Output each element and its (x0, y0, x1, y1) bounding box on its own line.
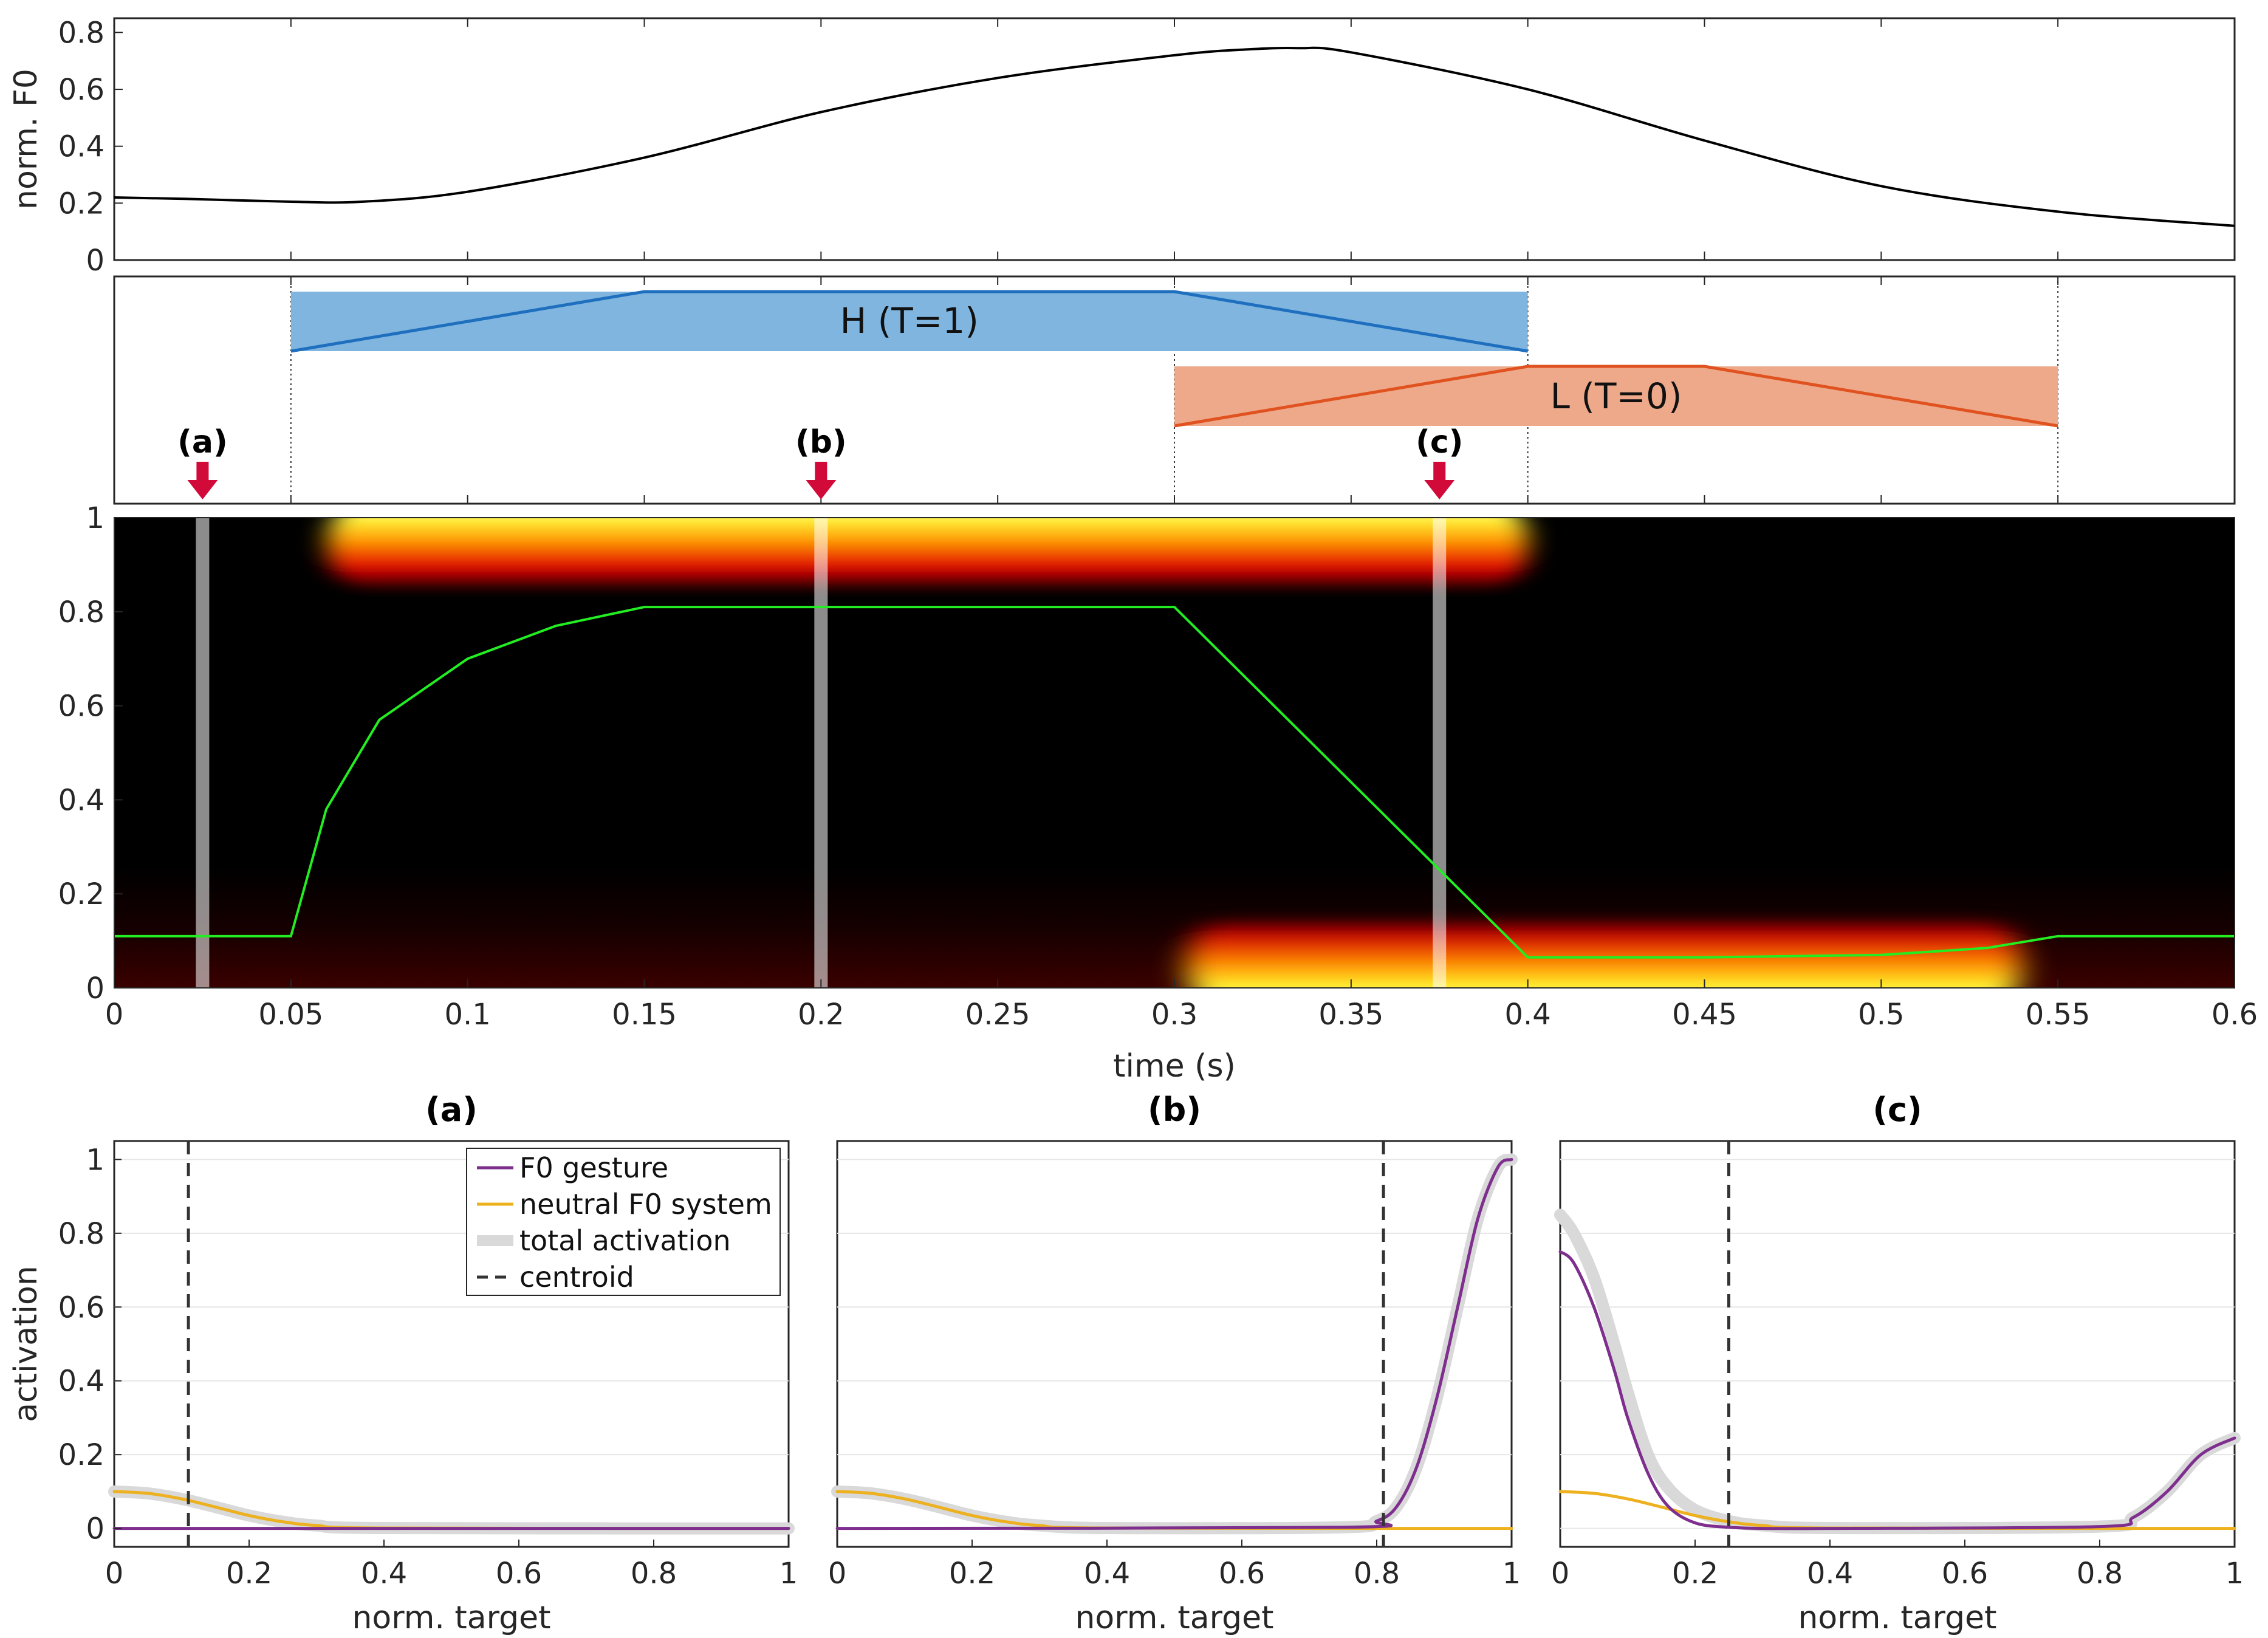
slice-xtick-label: 0.6 (1942, 1557, 1988, 1591)
heat-xtick-label: 0.5 (1858, 998, 1904, 1032)
heat-xtick-label: 0.1 (444, 998, 490, 1032)
f0-gesture-line (835, 1157, 1513, 1530)
slice-xtick-label: 0.8 (2077, 1557, 2123, 1591)
heat-xtick-label: 0.15 (612, 998, 677, 1032)
h-activation-blob (327, 518, 1528, 591)
slice-ytick-label: 0.6 (58, 1290, 104, 1324)
heat-xtick-label: 0.4 (1504, 998, 1550, 1032)
slice-xtick-label: 0.2 (949, 1557, 995, 1591)
slice-xtick-label: 0.2 (226, 1557, 272, 1591)
slice-ytick-label: 0.4 (58, 1365, 104, 1399)
slice-b-panel: (b) 0 0.2 0.4 0.6 0.8 1 norm. target (828, 1091, 1521, 1636)
heat-ytick-label: 0.8 (58, 595, 104, 629)
time-slice-b (814, 518, 828, 988)
legend-label-f0-gesture: F0 gesture (519, 1151, 668, 1184)
heatmap-image (114, 518, 2235, 988)
marker-c-arrow-icon (1424, 462, 1455, 499)
legend-label-neutral: neutral F0 system (519, 1188, 772, 1221)
time-slice-c (1433, 518, 1447, 988)
heat-xtick-label: 0.2 (798, 998, 844, 1032)
marker-a: (a) (177, 424, 228, 499)
marker-b: (b) (795, 424, 847, 499)
heat-xtick-label: 0.45 (1672, 998, 1737, 1032)
slice-xtick-label: 0.4 (361, 1557, 407, 1591)
slice-ytick-label: 0 (86, 1512, 104, 1546)
legend: F0 gesture neutral F0 system total activ… (466, 1148, 781, 1296)
slice-a-xlabel: norm. target (352, 1600, 550, 1636)
heat-xtick-label: 0.55 (2026, 998, 2091, 1032)
heat-xtick-label: 0.3 (1151, 998, 1197, 1032)
f0-ytick-label: 0 (86, 244, 104, 278)
slice-a-title: (a) (425, 1091, 478, 1129)
gestural-score-panel: H (T=1) L (T=0) (a) (b) (c) (113, 275, 2236, 505)
marker-b-label: (b) (795, 424, 847, 461)
legend-label-total: total activation (519, 1224, 731, 1257)
heat-ytick-label: 1 (86, 501, 104, 535)
slice-xtick-label: 0.2 (1672, 1557, 1718, 1591)
slice-xtick-label: 1 (2225, 1557, 2244, 1591)
slice-xtick-label: 1 (1502, 1557, 1521, 1591)
slice-xtick-label: 0.4 (1084, 1557, 1130, 1591)
marker-c: (c) (1416, 424, 1463, 499)
centroid-trajectory (114, 606, 2235, 959)
f0-contour-panel: 0 0.2 0.4 0.6 0.8 norm. F0 (8, 16, 2236, 278)
slice-c-panel: (c) 0 0.2 0.4 0.6 0.8 1 norm. target (1551, 1091, 2244, 1636)
heat-ytick-label: 0.2 (58, 877, 104, 911)
heat-ytick-label: 0.4 (58, 783, 104, 817)
slice-xtick-label: 0 (105, 1557, 124, 1591)
slice-ytick-label: 0.8 (58, 1217, 104, 1251)
heat-xlabel: time (s) (1113, 1048, 1236, 1085)
slice-ytick-label: 1 (86, 1143, 104, 1177)
h-gesture-band (290, 292, 1528, 351)
slice-xtick-label: 0.6 (1219, 1557, 1265, 1591)
activation-heatmap-panel: 0 0.05 0.1 0.15 0.2 0.25 0.3 0.35 0.4 0.45 0.5 0.55… (58, 501, 2258, 1085)
slice-ytick-label: 0.2 (58, 1438, 104, 1472)
heat-xtick-label: 0.25 (965, 998, 1030, 1032)
slice-c-title: (c) (1872, 1091, 1922, 1129)
l-gesture-band (1174, 366, 2058, 426)
slice-xtick-label: 0 (828, 1557, 847, 1591)
time-slice-a (196, 518, 210, 988)
l-gesture-ramp (1174, 365, 2058, 428)
f0-ytick-label: 0.2 (58, 187, 104, 221)
slice-xtick-label: 0.4 (1807, 1557, 1853, 1591)
h-gesture-label: H (T=1) (840, 300, 979, 341)
h-gesture-ramp (290, 290, 1529, 353)
f0-ytick-label: 0.6 (58, 73, 104, 107)
f0-gesture-line (1558, 1250, 2236, 1530)
l-gesture-label: L (T=0) (1550, 375, 1682, 417)
heat-xtick-label: 0.05 (258, 998, 323, 1032)
slice-a-ylabel: activation (8, 1266, 44, 1422)
slice-xtick-label: 0.8 (1354, 1557, 1400, 1591)
f0-ylabel: norm. F0 (8, 69, 44, 210)
marker-b-arrow-icon (806, 462, 837, 499)
heat-ytick-label: 0.6 (58, 690, 104, 724)
slice-b-xlabel: norm. target (1075, 1600, 1273, 1636)
legend-label-centroid: centroid (519, 1261, 634, 1294)
heat-xtick-label: 0.35 (1318, 998, 1383, 1032)
heat-xtick-label: 0.6 (2211, 998, 2258, 1032)
slice-xtick-label: 0.6 (496, 1557, 542, 1591)
f0-contour-line (114, 46, 2235, 227)
marker-a-arrow-icon (187, 462, 218, 499)
l-activation-blob (1187, 917, 2022, 988)
heat-xtick-label: 0 (105, 998, 124, 1032)
slice-xtick-label: 0.8 (631, 1557, 677, 1591)
heat-ytick-label: 0 (86, 971, 104, 1006)
slice-xtick-label: 1 (779, 1557, 798, 1591)
slice-xtick-label: 0 (1551, 1557, 1570, 1591)
slice-a-panel: (a) 0 0.2 0.4 0.6 0.8 1 0 0.2 0.4 0.6 0.8 1 norm. t… (8, 1091, 798, 1636)
f0-ytick-label: 0.8 (58, 16, 104, 50)
slice-c-xlabel: norm. target (1798, 1600, 1996, 1636)
f0-ytick-label: 0.4 (58, 130, 104, 164)
slice-b-title: (b) (1148, 1091, 1201, 1129)
marker-a-label: (a) (177, 424, 228, 461)
marker-c-label: (c) (1416, 424, 1463, 461)
